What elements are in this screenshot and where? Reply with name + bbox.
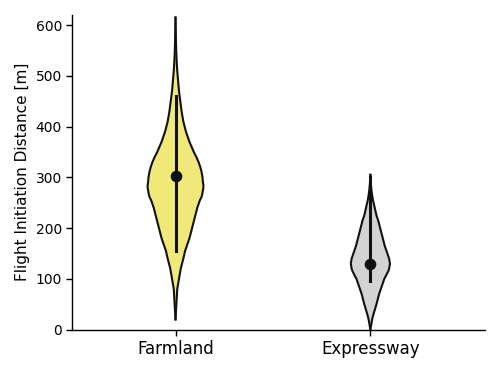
Point [172, 173, 179, 179]
Y-axis label: Flight Initiation Distance [m]: Flight Initiation Distance [m] [15, 63, 30, 282]
Point [366, 261, 374, 267]
